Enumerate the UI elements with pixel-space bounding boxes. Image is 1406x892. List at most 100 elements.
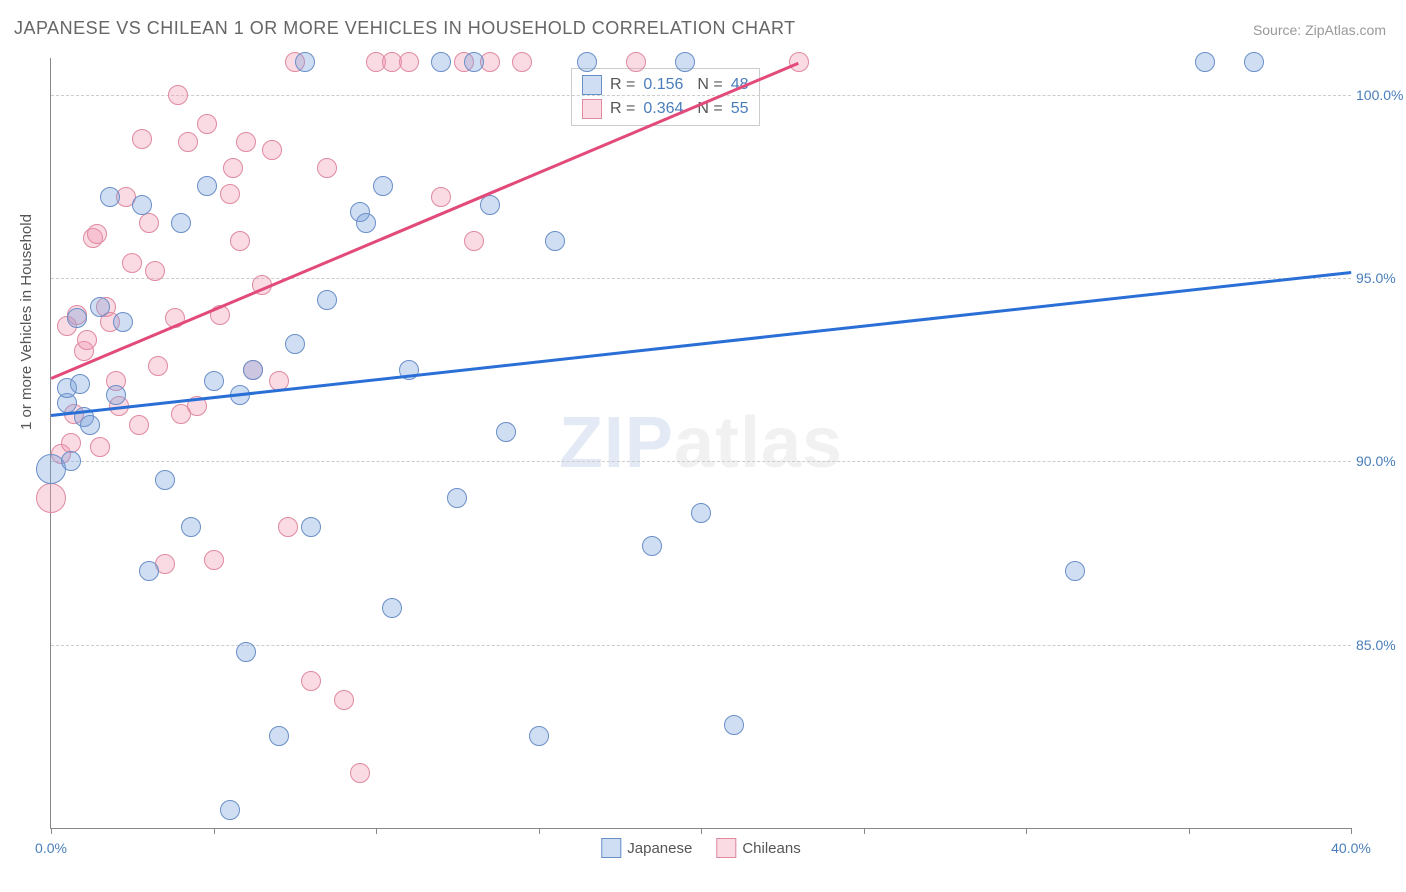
japanese-point xyxy=(155,470,175,490)
y-tick-label: 95.0% xyxy=(1356,270,1406,286)
japanese-point xyxy=(204,371,224,391)
chilean-point xyxy=(90,437,110,457)
japanese-point xyxy=(171,213,191,233)
swatch-chileans xyxy=(716,838,736,858)
x-tick xyxy=(864,828,865,834)
chilean-point xyxy=(350,763,370,783)
japanese-point xyxy=(356,213,376,233)
chilean-point xyxy=(230,231,250,251)
japanese-point xyxy=(100,187,120,207)
chilean-point xyxy=(262,140,282,160)
chilean-point xyxy=(61,433,81,453)
japanese-point xyxy=(197,176,217,196)
gridline xyxy=(51,461,1351,462)
japanese-point xyxy=(529,726,549,746)
chilean-point xyxy=(512,52,532,72)
chilean-point xyxy=(129,415,149,435)
chilean-trendline xyxy=(51,62,799,380)
japanese-point xyxy=(90,297,110,317)
plot-area: ZIPatlas R = 0.156 N = 48 R = 0.364 N = … xyxy=(50,58,1351,829)
japanese-point xyxy=(577,52,597,72)
x-tick xyxy=(214,828,215,834)
chilean-point xyxy=(122,253,142,273)
legend-item-japanese: Japanese xyxy=(601,838,692,858)
chilean-point xyxy=(87,224,107,244)
japanese-point xyxy=(480,195,500,215)
watermark: ZIPatlas xyxy=(559,402,843,484)
chilean-point xyxy=(178,132,198,152)
legend-label-japanese: Japanese xyxy=(627,840,692,857)
japanese-point xyxy=(301,517,321,537)
japanese-point xyxy=(724,715,744,735)
japanese-point xyxy=(243,360,263,380)
x-tick-label: 0.0% xyxy=(35,840,67,856)
legend-R-label: R = xyxy=(610,100,635,118)
chilean-point xyxy=(148,356,168,376)
x-tick-label: 40.0% xyxy=(1331,840,1371,856)
chilean-point xyxy=(204,550,224,570)
japanese-point xyxy=(67,308,87,328)
chilean-point xyxy=(132,129,152,149)
legend-label-chileans: Chileans xyxy=(742,840,800,857)
y-tick-label: 100.0% xyxy=(1356,87,1406,103)
japanese-point xyxy=(675,52,695,72)
chilean-point xyxy=(236,132,256,152)
x-tick xyxy=(701,828,702,834)
source-label: Source: ZipAtlas.com xyxy=(1253,22,1386,38)
y-tick-label: 90.0% xyxy=(1356,453,1406,469)
watermark-zip: ZIP xyxy=(559,403,674,483)
chilean-point xyxy=(431,187,451,207)
x-tick xyxy=(539,828,540,834)
chilean-point xyxy=(145,261,165,281)
chilean-point xyxy=(789,52,809,72)
legend-N-chileans: 55 xyxy=(731,100,749,118)
japanese-point xyxy=(220,800,240,820)
japanese-point xyxy=(181,517,201,537)
chilean-point xyxy=(197,114,217,134)
x-tick xyxy=(1189,828,1190,834)
japanese-point xyxy=(496,422,516,442)
japanese-point xyxy=(464,52,484,72)
japanese-point xyxy=(106,385,126,405)
x-tick xyxy=(376,828,377,834)
chilean-point xyxy=(168,85,188,105)
x-tick xyxy=(1026,828,1027,834)
japanese-point xyxy=(139,561,159,581)
japanese-point xyxy=(61,451,81,471)
japanese-point xyxy=(70,374,90,394)
japanese-point xyxy=(447,488,467,508)
chilean-point xyxy=(317,158,337,178)
gridline xyxy=(51,278,1351,279)
x-tick xyxy=(1351,828,1352,834)
legend-R-japanese: 0.156 xyxy=(643,76,683,94)
japanese-point xyxy=(269,726,289,746)
chilean-point xyxy=(626,52,646,72)
japanese-point xyxy=(132,195,152,215)
japanese-point xyxy=(545,231,565,251)
chilean-point xyxy=(139,213,159,233)
japanese-point xyxy=(80,415,100,435)
x-tick xyxy=(51,828,52,834)
japanese-trendline xyxy=(51,271,1351,416)
chart-container: JAPANESE VS CHILEAN 1 OR MORE VEHICLES I… xyxy=(0,0,1406,892)
japanese-point xyxy=(1195,52,1215,72)
chilean-point xyxy=(278,517,298,537)
chilean-point xyxy=(220,184,240,204)
japanese-point xyxy=(236,642,256,662)
legend-item-chileans: Chileans xyxy=(716,838,800,858)
japanese-point xyxy=(285,334,305,354)
legend-series: Japanese Chileans xyxy=(601,838,800,858)
chilean-point xyxy=(399,52,419,72)
legend-R-label: R = xyxy=(610,76,635,94)
chilean-point xyxy=(77,330,97,350)
watermark-atlas: atlas xyxy=(674,403,843,483)
chilean-point xyxy=(223,158,243,178)
japanese-point xyxy=(431,52,451,72)
chilean-point xyxy=(464,231,484,251)
japanese-point xyxy=(317,290,337,310)
y-axis-label: 1 or more Vehicles in Household xyxy=(18,214,35,430)
swatch-chileans xyxy=(582,99,602,119)
japanese-point xyxy=(1244,52,1264,72)
chilean-point xyxy=(301,671,321,691)
japanese-point xyxy=(295,52,315,72)
